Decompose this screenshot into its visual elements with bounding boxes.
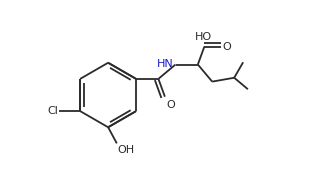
Text: HO: HO [195,32,212,42]
Text: Cl: Cl [47,106,58,116]
Text: O: O [222,42,231,52]
Text: O: O [166,100,175,110]
Text: OH: OH [118,145,135,155]
Text: HN: HN [157,59,174,69]
